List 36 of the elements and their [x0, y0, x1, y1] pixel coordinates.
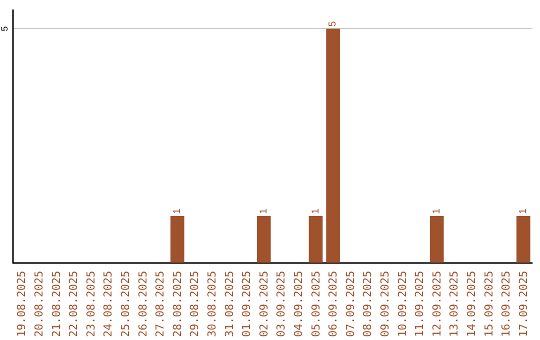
x-tick-label: 12.09.2025 [430, 270, 444, 338]
x-tick-label: 07.09.2025 [344, 270, 357, 338]
x-tick-label: 03.09.2025 [274, 270, 288, 338]
x-tick-label: 27.08.2025 [154, 270, 167, 338]
data-label: 1 [310, 208, 322, 214]
x-tick-label: 20.08.2025 [32, 270, 46, 338]
x-tick-label: 10.09.2025 [396, 270, 409, 338]
x-tick-label: 19.08.2025 [15, 270, 28, 338]
x-tick-label: 17.09.2025 [516, 270, 530, 338]
data-label: 5 [328, 20, 339, 27]
data-label: 1 [258, 208, 270, 214]
x-tick-label: 11.09.2025 [413, 270, 426, 338]
x-tick-label: 06.09.2025 [326, 270, 340, 338]
x-tick-label: 28.08.2025 [170, 270, 184, 338]
x-tick-label: 21.08.2025 [50, 270, 63, 338]
x-tick-label: 09.09.2025 [378, 270, 392, 338]
x-tick-label: 08.09.2025 [361, 270, 374, 338]
x-tick-label: 01.09.2025 [240, 270, 254, 338]
x-tick-label: 30.08.2025 [205, 270, 218, 338]
x-tick-label: 24.08.2025 [102, 270, 115, 338]
x-tick-label: 29.08.2025 [188, 270, 202, 338]
x-tick-label: 22.08.2025 [67, 270, 80, 338]
x-tick-label: 14.09.2025 [464, 270, 478, 338]
x-tick-label: 04.09.2025 [292, 270, 305, 338]
x-tick-label: 15.09.2025 [482, 270, 496, 338]
x-tick-label: 16.09.2025 [500, 270, 513, 338]
data-label: 1 [431, 208, 442, 214]
x-tick-label: 25.08.2025 [118, 270, 132, 338]
data-label: 1 [518, 208, 529, 214]
x-tick-label: 31.08.2025 [222, 270, 236, 338]
x-tick-label: 23.08.2025 [84, 270, 98, 338]
x-tick-label: 02.09.2025 [257, 270, 270, 338]
data-label: 1 [172, 208, 183, 214]
x-tick-label: 13.09.2025 [448, 270, 461, 338]
x-tick-label: 05.09.2025 [309, 270, 322, 338]
x-tick-label: 26.08.2025 [136, 270, 150, 338]
